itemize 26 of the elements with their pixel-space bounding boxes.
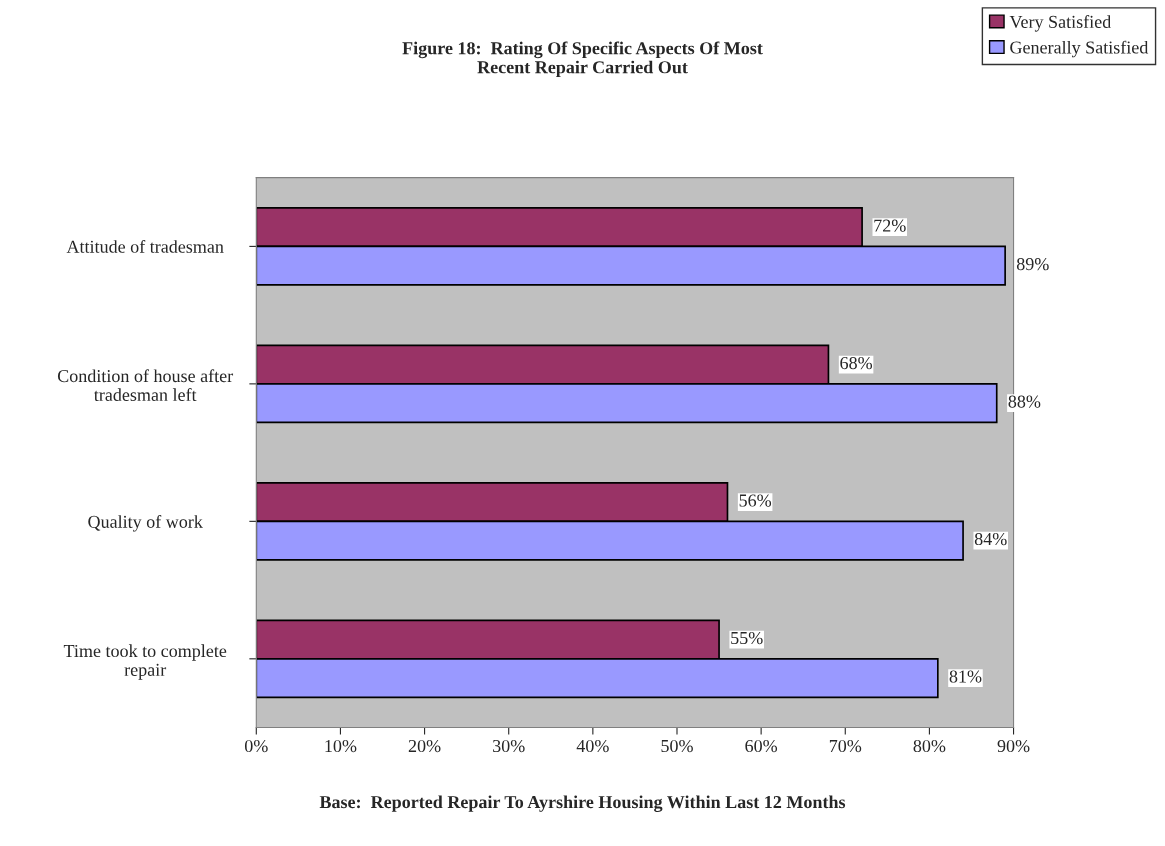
x-tick-label: 10% (325, 739, 357, 753)
x-tick-label: 0% (244, 739, 268, 753)
legend-label: Generally Satisfied (1010, 40, 1149, 58)
data-label: 88% (1008, 395, 1041, 408)
x-tick-label: 50% (661, 739, 693, 753)
text: Base: Reported Repair To Ayrshire Housing Within Last 12 Months (319, 795, 846, 812)
data-label: 89% (1016, 257, 1049, 271)
data-label: 81% (949, 670, 982, 683)
y-tick-label: Quality of work (88, 514, 203, 532)
x-tick-label: 40% (576, 739, 609, 753)
chart-title: Figure 18: Rating Of Specific Aspects Of Most Recent Repair Carried Out (402, 41, 763, 78)
x-tick-label: 70% (829, 739, 862, 753)
data-label: 84% (974, 532, 1007, 546)
y-tick-label: Time took to complete repair (63, 644, 227, 680)
data-label: 55% (731, 631, 763, 645)
x-tick-label: 30% (493, 739, 525, 753)
legend-label: Very Satisfied (1009, 15, 1112, 32)
x-tick-label: 80% (913, 739, 946, 753)
x-tick-label: 60% (745, 739, 778, 753)
data-label: 72% (874, 219, 906, 232)
x-tick-label: 20% (408, 739, 441, 753)
x-tick-label: 90% (997, 739, 1030, 753)
data-label: 56% (739, 494, 772, 507)
y-tick-label: Condition of house after tradesman left (57, 369, 234, 402)
y-tick-label: Attitude of tradesman (66, 239, 224, 253)
data-label: 68% (840, 356, 873, 370)
